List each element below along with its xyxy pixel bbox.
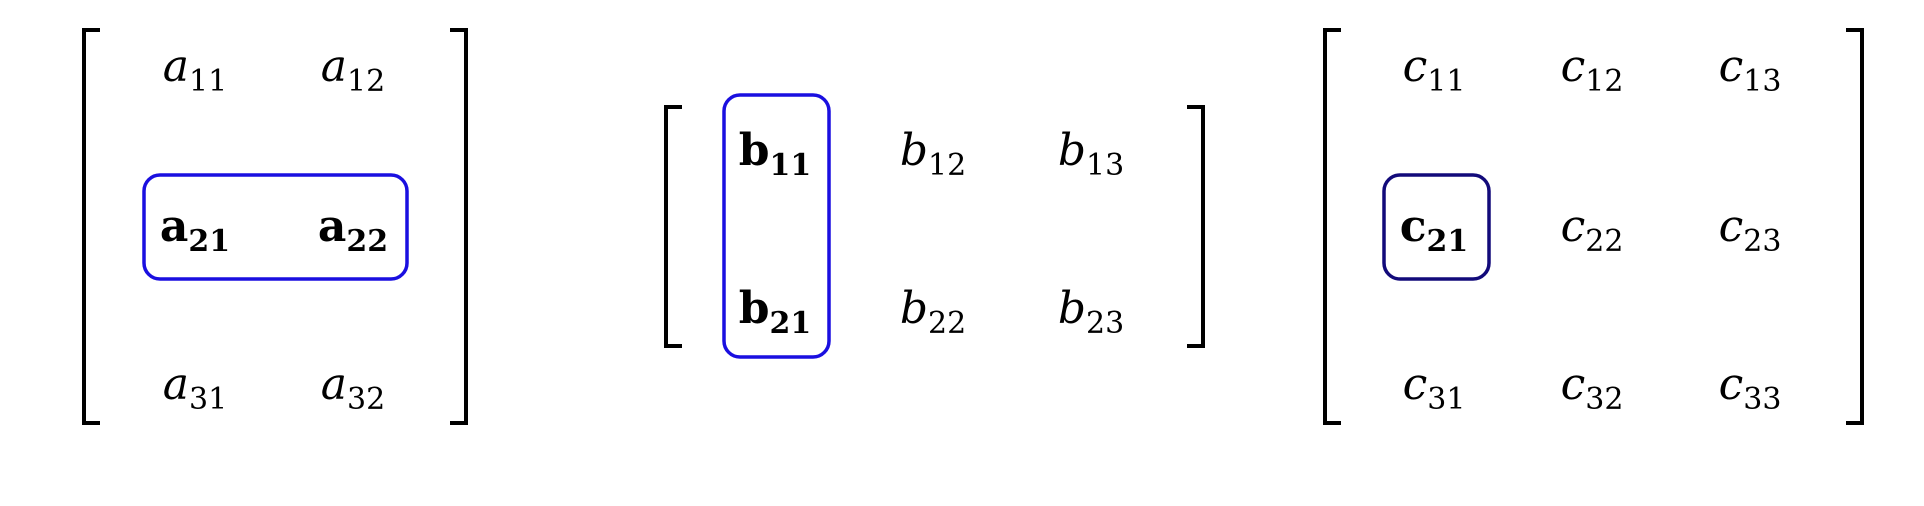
matrix-c-cell-subscript: 31 — [1427, 382, 1465, 417]
matrix-c-right-bracket — [1846, 28, 1864, 425]
matrix-c-cell-21: c21 — [1400, 201, 1469, 259]
matrix-c-cell-33: c33 — [1719, 359, 1782, 417]
matrix-c-cell-subscript: 21 — [1427, 224, 1469, 259]
matrix-a-right-bracket — [450, 28, 468, 425]
matrix-b-cell-11: b11 — [739, 125, 812, 183]
matrix-b-highlight-box — [722, 93, 831, 359]
matrix-b-cell-23: b23 — [1058, 283, 1124, 341]
matrix-a-cell-22: a22 — [318, 201, 388, 259]
matrix-c-cell-31: c31 — [1403, 359, 1466, 417]
matrix-a-cell-subscript: 22 — [346, 224, 388, 259]
matrix-b-cell-21: b21 — [739, 283, 812, 341]
matrix-b-right-bracket — [1187, 105, 1205, 348]
matrix-a-left-bracket — [82, 28, 100, 425]
matrix-a-cell-letter: a — [160, 201, 189, 252]
matrix-a-cell-31: a31 — [163, 359, 227, 417]
matrix-c-cell-subscript: 23 — [1743, 224, 1781, 259]
matrix-a-highlight-box — [142, 173, 409, 281]
matrix-a-cell-32: a32 — [321, 359, 385, 417]
matrix-c-cell-letter: c — [1561, 359, 1586, 410]
matrix-c-cell-letter: c — [1561, 41, 1586, 92]
matrix-a-cell-subscript: 11 — [189, 64, 227, 99]
matrix-c-cell-11: c11 — [1403, 41, 1466, 99]
matrix-c-cell-23: c23 — [1719, 201, 1782, 259]
matrix-b-cell-letter: b — [900, 283, 928, 334]
matrix-a-cell-11: a11 — [163, 41, 227, 99]
matrix-b-cell-letter: b — [739, 283, 770, 334]
matrix-b-cell-subscript: 23 — [1086, 306, 1124, 341]
matrix-a-cell-letter: a — [321, 359, 347, 410]
matrix-a-cell-letter: a — [321, 41, 347, 92]
matrix-b-cell-subscript: 11 — [770, 148, 812, 183]
matrix-a-cell-subscript: 21 — [188, 224, 230, 259]
matrix-a-cell-12: a12 — [321, 41, 385, 99]
matrix-c-cell-subscript: 32 — [1585, 382, 1623, 417]
matrix-c-cell-subscript: 11 — [1427, 64, 1465, 99]
matrix-b-cell-subscript: 22 — [928, 306, 966, 341]
matrix-c-cell-letter: c — [1719, 201, 1744, 252]
matrix-b-cell-22: b22 — [900, 283, 966, 341]
matrix-b-cell-subscript: 13 — [1086, 148, 1124, 183]
matrix-c-cell-letter: c — [1400, 201, 1427, 252]
matrix-c-cell-13: c13 — [1719, 41, 1782, 99]
matrix-a-cell-letter: a — [318, 201, 347, 252]
matrix-a-cell-subscript: 12 — [347, 64, 385, 99]
matrix-b-cell-letter: b — [900, 125, 928, 176]
matrix-b-cell-subscript: 12 — [928, 148, 966, 183]
matrix-c-cell-letter: c — [1403, 41, 1428, 92]
matrix-c-cell-letter: c — [1561, 201, 1586, 252]
matrix-a-cell-subscript: 31 — [189, 382, 227, 417]
matrix-c-left-bracket — [1323, 28, 1341, 425]
matrix-a-cell-letter: a — [163, 41, 189, 92]
matrix-c-cell-letter: c — [1719, 41, 1744, 92]
matrix-b-left-bracket — [664, 105, 682, 348]
matrix-b-cell-subscript: 21 — [770, 306, 812, 341]
matrix-c-highlight-box — [1382, 173, 1491, 281]
matrix-b-cell-13: b13 — [1058, 125, 1124, 183]
matrix-b-cell-letter: b — [739, 125, 770, 176]
matrix-b-cell-letter: b — [1058, 125, 1086, 176]
matrix-a-cell-letter: a — [163, 359, 189, 410]
matrix-a-cell-subscript: 32 — [347, 382, 385, 417]
matrix-c-cell-subscript: 22 — [1585, 224, 1623, 259]
matrix-c-cell-letter: c — [1719, 359, 1744, 410]
matrix-c-cell-subscript: 33 — [1743, 382, 1781, 417]
matrix-c-cell-32: c32 — [1561, 359, 1624, 417]
matrix-c-cell-12: c12 — [1561, 41, 1624, 99]
matrix-a-cell-21: a21 — [160, 201, 230, 259]
matrix-c-cell-subscript: 13 — [1743, 64, 1781, 99]
matrix-c-cell-subscript: 12 — [1585, 64, 1623, 99]
matrix-b-cell-letter: b — [1058, 283, 1086, 334]
matrix-b-cell-12: b12 — [900, 125, 966, 183]
matrix-c-cell-22: c22 — [1561, 201, 1624, 259]
matrix-c-cell-letter: c — [1403, 359, 1428, 410]
